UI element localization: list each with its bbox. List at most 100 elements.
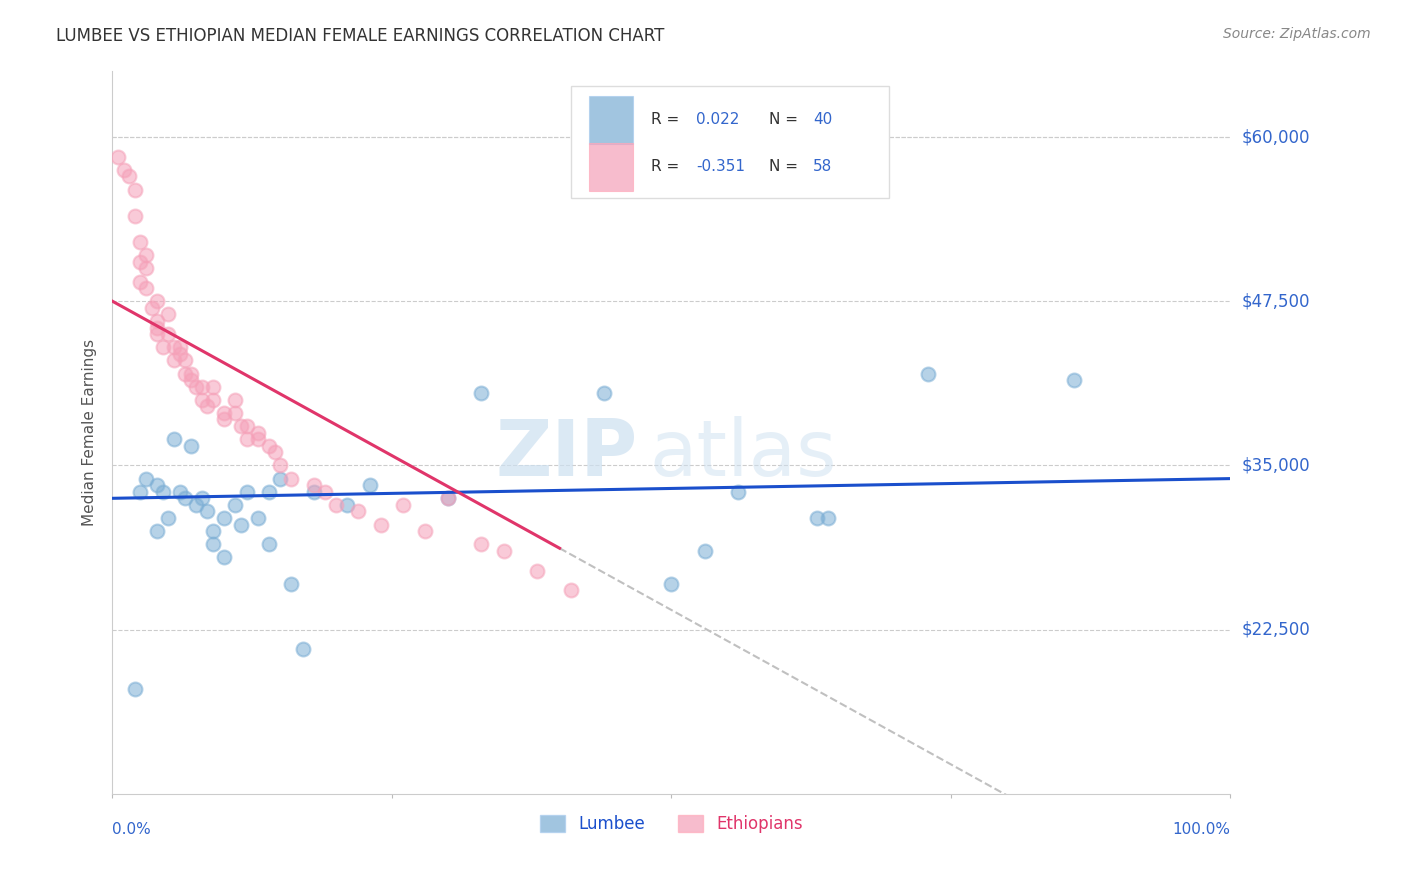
Point	[392, 498, 415, 512]
Point	[727, 484, 749, 499]
Point	[146, 314, 169, 328]
Point	[157, 511, 180, 525]
Point	[291, 642, 314, 657]
Point	[202, 524, 225, 538]
Point	[492, 544, 515, 558]
Point	[141, 301, 163, 315]
Point	[197, 400, 219, 414]
Point	[135, 248, 157, 262]
Point	[224, 392, 246, 407]
Point	[436, 491, 458, 506]
Point	[661, 576, 683, 591]
Point	[202, 392, 225, 407]
Point	[180, 373, 202, 387]
Text: ZIP: ZIP	[495, 417, 638, 492]
Point	[197, 504, 219, 518]
Text: $22,500: $22,500	[1241, 621, 1310, 639]
Point	[169, 347, 191, 361]
Text: $60,000: $60,000	[1241, 128, 1310, 146]
Point	[235, 432, 257, 446]
Point	[107, 150, 129, 164]
Text: N =: N =	[769, 160, 803, 174]
Point	[257, 484, 280, 499]
Point	[129, 235, 152, 249]
Point	[157, 327, 180, 342]
Point	[470, 537, 492, 551]
Text: 0.022: 0.022	[696, 112, 740, 128]
Point	[152, 484, 174, 499]
Point	[174, 353, 197, 368]
Point	[415, 524, 437, 538]
Point	[118, 169, 141, 184]
FancyBboxPatch shape	[571, 86, 890, 198]
Point	[169, 340, 191, 354]
Point	[257, 439, 280, 453]
Point	[263, 445, 285, 459]
Point	[146, 294, 169, 309]
Point	[246, 511, 269, 525]
Point	[436, 491, 458, 506]
Point	[302, 478, 325, 492]
Point	[135, 472, 157, 486]
Point	[526, 564, 548, 578]
Point	[325, 498, 347, 512]
Point	[229, 419, 252, 434]
Point	[186, 498, 208, 512]
Text: 0.0%: 0.0%	[112, 822, 152, 837]
Point	[214, 406, 236, 420]
Point	[191, 379, 214, 393]
Point	[235, 419, 257, 434]
Text: 58: 58	[813, 160, 832, 174]
Point	[246, 425, 269, 440]
Legend: Lumbee, Ethiopians: Lumbee, Ethiopians	[533, 808, 810, 839]
Point	[347, 504, 370, 518]
Point	[163, 353, 186, 368]
Point	[224, 498, 246, 512]
Point	[129, 275, 152, 289]
Point	[124, 209, 146, 223]
Text: $47,500: $47,500	[1241, 293, 1310, 310]
Text: 40: 40	[813, 112, 832, 128]
Point	[214, 550, 236, 565]
Point	[112, 162, 135, 177]
Point	[152, 340, 174, 354]
Point	[163, 432, 186, 446]
FancyBboxPatch shape	[589, 143, 633, 191]
Point	[174, 367, 197, 381]
Point	[174, 491, 197, 506]
Point	[191, 491, 214, 506]
Text: $35,000: $35,000	[1241, 457, 1310, 475]
Point	[280, 472, 302, 486]
Point	[146, 327, 169, 342]
Point	[191, 392, 214, 407]
Point	[370, 517, 392, 532]
Point	[163, 340, 186, 354]
Point	[135, 261, 157, 276]
Point	[214, 511, 236, 525]
Point	[593, 386, 616, 401]
Point	[157, 307, 180, 321]
Point	[124, 183, 146, 197]
Point	[186, 379, 208, 393]
Text: N =: N =	[769, 112, 803, 128]
Point	[1063, 373, 1085, 387]
Point	[359, 478, 381, 492]
Point	[470, 386, 492, 401]
Point	[280, 576, 302, 591]
Point	[693, 544, 716, 558]
Point	[129, 255, 152, 269]
Point	[235, 484, 257, 499]
Point	[146, 478, 169, 492]
Point	[146, 524, 169, 538]
Text: atlas: atlas	[650, 417, 837, 492]
Point	[169, 484, 191, 499]
Point	[124, 681, 146, 696]
Point	[229, 517, 252, 532]
Point	[214, 412, 236, 426]
Point	[269, 458, 291, 473]
Point	[180, 367, 202, 381]
Point	[257, 537, 280, 551]
Text: Source: ZipAtlas.com: Source: ZipAtlas.com	[1223, 27, 1371, 41]
FancyBboxPatch shape	[589, 96, 633, 144]
Text: R =: R =	[651, 160, 685, 174]
